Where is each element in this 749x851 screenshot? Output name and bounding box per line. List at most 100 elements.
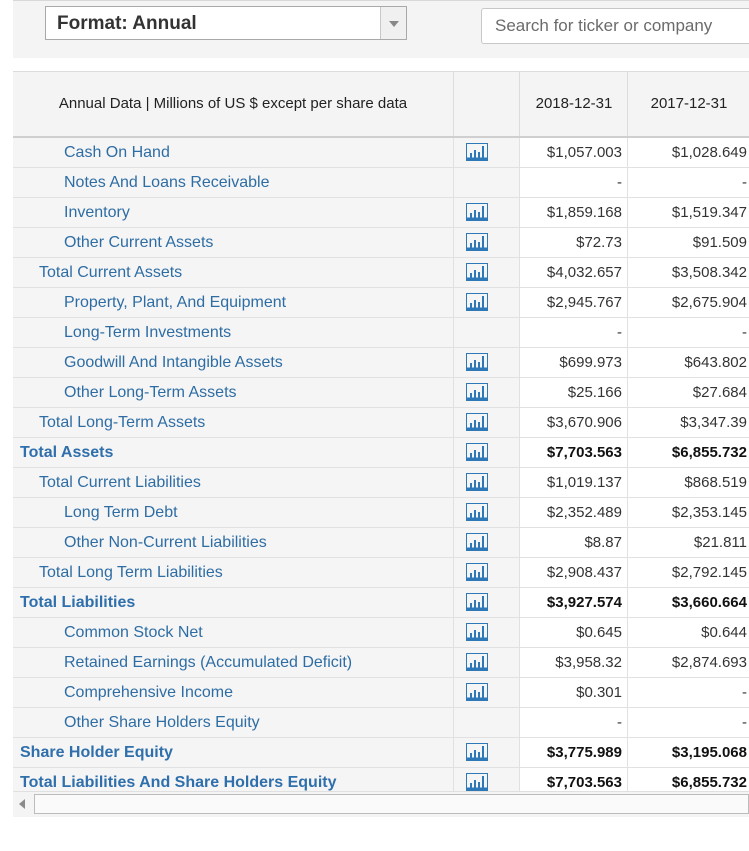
row-label-link[interactable]: Share Holder Equity	[20, 744, 173, 761]
header-date-2[interactable]: 2017-12-31	[627, 72, 749, 136]
row-label-link[interactable]: Total Long Term Liabilities	[39, 564, 223, 581]
value-2017: -	[742, 324, 747, 341]
row-label-cell: Goodwill And Intangible Assets	[13, 348, 453, 377]
bar-chart-icon[interactable]	[466, 503, 488, 521]
row-label-cell: Inventory	[13, 198, 453, 227]
search-input[interactable]	[481, 8, 749, 44]
value-cell-2017: $868.519	[627, 468, 749, 497]
table-row: Share Holder Equity $3,775.989 $3,195.068	[13, 738, 749, 768]
value-2018: $0.645	[576, 624, 622, 641]
value-cell-2018: -	[519, 318, 628, 347]
bar-chart-icon[interactable]	[466, 473, 488, 491]
header-date-1[interactable]: 2018-12-31	[519, 72, 628, 136]
value-cell-2018: $3,958.32	[519, 648, 628, 677]
bar-chart-icon[interactable]	[466, 623, 488, 641]
value-2018: $3,927.574	[546, 594, 622, 611]
row-label-link[interactable]: Inventory	[64, 204, 130, 221]
row-label-link[interactable]: Other Share Holders Equity	[64, 714, 260, 731]
bar-chart-icon[interactable]	[466, 773, 488, 791]
row-label-link[interactable]: Total Current Assets	[39, 264, 183, 281]
value-2018: $25.166	[567, 384, 622, 401]
row-label-link[interactable]: Other Current Assets	[64, 234, 214, 251]
row-label-link[interactable]: Retained Earnings (Accumulated Deficit)	[64, 654, 353, 671]
row-label-link[interactable]: Other Long-Term Assets	[64, 384, 237, 401]
bar-chart-icon[interactable]	[466, 413, 488, 431]
value-2017: $0.644	[701, 624, 747, 641]
bar-chart-icon[interactable]	[466, 593, 488, 611]
bar-chart-icon[interactable]	[466, 563, 488, 581]
value-2017: $868.519	[684, 474, 747, 491]
value-cell-2017: $21.811	[627, 528, 749, 557]
bar-chart-icon[interactable]	[466, 653, 488, 671]
arrow-left-icon[interactable]	[13, 792, 33, 816]
row-label-link[interactable]: Total Current Liabilities	[39, 474, 201, 491]
value-2018: $0.301	[576, 684, 622, 701]
row-chart-cell	[453, 648, 520, 677]
row-label-link[interactable]: Notes And Loans Receivable	[64, 174, 270, 191]
row-label-cell: Total Assets	[13, 438, 453, 467]
row-label-cell: Total Current Liabilities	[13, 468, 453, 497]
bar-chart-icon[interactable]	[466, 443, 488, 461]
row-label-link[interactable]: Goodwill And Intangible Assets	[64, 354, 283, 371]
row-label-link[interactable]: Long Term Debt	[64, 504, 178, 521]
row-label-cell: Notes And Loans Receivable	[13, 168, 453, 197]
row-label-cell: Total Long Term Liabilities	[13, 558, 453, 587]
row-label-link[interactable]: Total Liabilities	[20, 594, 136, 611]
value-2017: -	[742, 684, 747, 701]
row-label-link[interactable]: Other Non-Current Liabilities	[64, 534, 267, 551]
row-label-link[interactable]: Total Long-Term Assets	[39, 414, 206, 431]
table-row: Other Share Holders Equity - -	[13, 708, 749, 738]
value-cell-2018: $1,019.137	[519, 468, 628, 497]
row-label-cell: Property, Plant, And Equipment	[13, 288, 453, 317]
row-label-link[interactable]: Total Assets	[20, 444, 114, 461]
row-label-cell: Other Long-Term Assets	[13, 378, 453, 407]
value-cell-2017: $91.509	[627, 228, 749, 257]
value-cell-2018: $0.645	[519, 618, 628, 647]
value-cell-2018: $1,057.003	[519, 138, 628, 167]
chevron-down-icon[interactable]	[380, 7, 406, 39]
row-label-cell: Total Liabilities	[13, 588, 453, 617]
value-2018: $7,703.563	[546, 774, 622, 791]
value-2018: $2,945.767	[546, 294, 622, 311]
value-cell-2018: -	[519, 168, 628, 197]
horizontal-scrollbar[interactable]	[13, 791, 749, 817]
value-2017: $3,660.664	[671, 594, 747, 611]
bar-chart-icon[interactable]	[466, 263, 488, 281]
bar-chart-icon[interactable]	[466, 203, 488, 221]
row-label-link[interactable]: Comprehensive Income	[64, 684, 233, 701]
value-cell-2018: $2,908.437	[519, 558, 628, 587]
value-2017: $2,353.145	[671, 504, 747, 521]
value-2017: $21.811	[693, 534, 747, 551]
scrollbar-thumb[interactable]	[34, 794, 749, 814]
value-cell-2017: $2,675.904	[627, 288, 749, 317]
value-cell-2017: $3,347.39	[627, 408, 749, 437]
bar-chart-icon[interactable]	[466, 293, 488, 311]
bar-chart-icon[interactable]	[466, 533, 488, 551]
value-2017: $2,792.145	[671, 564, 747, 581]
row-label-link[interactable]: Common Stock Net	[64, 624, 203, 641]
row-label-link[interactable]: Property, Plant, And Equipment	[64, 294, 287, 311]
format-select-label: Format: Annual	[57, 13, 197, 34]
bar-chart-icon[interactable]	[466, 683, 488, 701]
row-label-link[interactable]: Long-Term Investments	[64, 324, 232, 341]
bar-chart-icon[interactable]	[466, 233, 488, 251]
value-cell-2018: $25.166	[519, 378, 628, 407]
bar-chart-icon[interactable]	[466, 353, 488, 371]
bar-chart-icon[interactable]	[466, 383, 488, 401]
row-label-cell: Other Current Assets	[13, 228, 453, 257]
row-label-link[interactable]: Total Liabilities And Share Holders Equi…	[20, 774, 337, 791]
row-label-cell: Long-Term Investments	[13, 318, 453, 347]
bar-chart-icon[interactable]	[466, 143, 488, 161]
value-cell-2017: $643.802	[627, 348, 749, 377]
row-label-cell: Cash On Hand	[13, 138, 453, 167]
row-chart-cell	[453, 468, 520, 497]
format-select[interactable]: Format: Annual	[45, 6, 407, 40]
value-cell-2017: -	[627, 678, 749, 707]
row-label-cell: Comprehensive Income	[13, 678, 453, 707]
bar-chart-icon[interactable]	[466, 743, 488, 761]
table-row: Retained Earnings (Accumulated Deficit) $…	[13, 648, 749, 678]
value-2017: $2,675.904	[671, 294, 747, 311]
row-label-link[interactable]: Cash On Hand	[64, 144, 170, 161]
value-2017: $91.509	[692, 234, 747, 251]
value-2017: $27.684	[692, 384, 747, 401]
